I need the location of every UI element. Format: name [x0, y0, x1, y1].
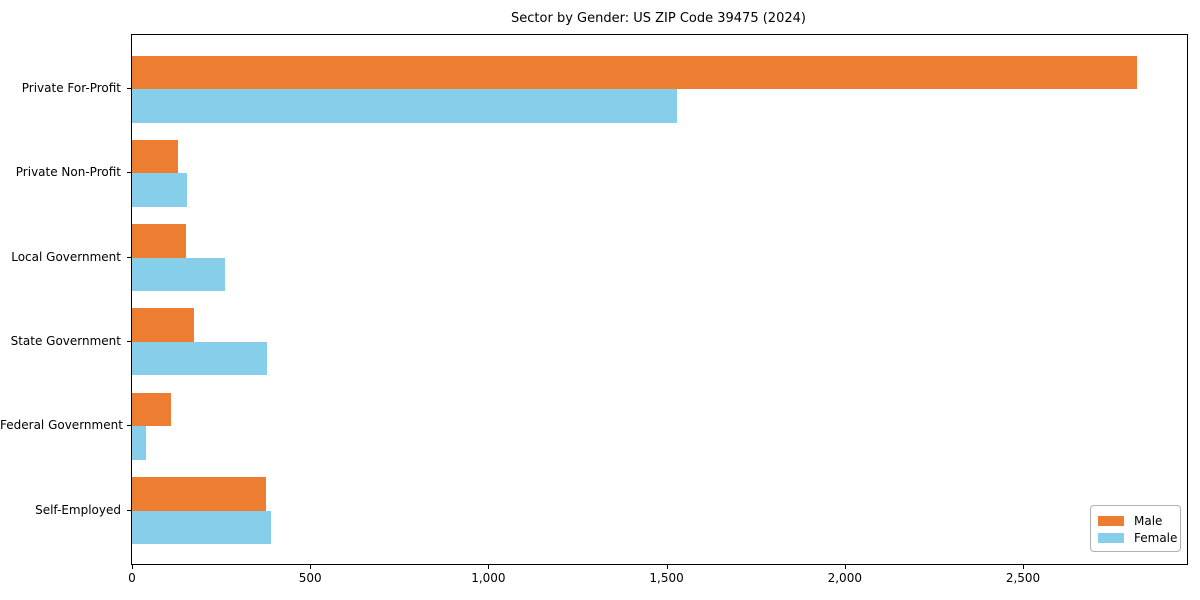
- plot-area: [131, 34, 1188, 565]
- y-axis-label-federal-government: Federal Government: [0, 418, 123, 433]
- x-tick-mark: [666, 565, 668, 569]
- y-axis-label-local-government: Local Government: [11, 249, 121, 264]
- bar-male-state-government: [132, 308, 195, 342]
- x-tick-label-0: 0: [128, 571, 136, 585]
- bar-female-state-government: [132, 341, 268, 376]
- y-axis-label-private-for-profit: Private For-Profit: [21, 81, 121, 95]
- legend-swatch-male: [1098, 515, 1124, 526]
- legend-item-female: Female: [1098, 529, 1180, 546]
- y-tick-mark: [127, 340, 131, 342]
- x-tick-mark: [488, 565, 490, 569]
- y-tick-mark: [127, 172, 131, 174]
- y-axis-label-private-non-profit: Private Non-Profit: [15, 165, 121, 180]
- y-axis-label-state-government: State Government: [10, 333, 121, 348]
- bar-female-private-non-profit: [132, 173, 188, 207]
- bar-female-self-employed: [132, 510, 271, 544]
- y-tick-mark: [127, 88, 131, 89]
- bar-male-federal-government: [132, 392, 172, 427]
- legend-label-female: Female: [1134, 530, 1178, 545]
- bar-male-private-for-profit: [132, 55, 1138, 89]
- bar-male-local-government: [132, 224, 186, 258]
- legend: Male Female: [1090, 505, 1181, 552]
- y-tick-mark: [127, 509, 131, 511]
- bar-male-self-employed: [132, 477, 266, 511]
- x-tick-label-2-000: 2,000: [827, 571, 862, 585]
- x-tick-mark: [1023, 565, 1024, 569]
- x-tick-mark: [844, 565, 846, 569]
- y-axis-label-self-employed: Self-Employed: [35, 502, 121, 517]
- x-tick-label-2-500: 2,500: [1005, 571, 1041, 585]
- legend-label-male: Male: [1134, 513, 1163, 528]
- bar-male-private-non-profit: [132, 139, 179, 174]
- chart-title: Sector by Gender: US ZIP Code 39475 (202…: [511, 11, 806, 26]
- bar-female-federal-government: [132, 426, 147, 460]
- legend-swatch-female: [1098, 532, 1124, 543]
- y-tick-mark: [127, 425, 131, 427]
- bar-female-private-for-profit: [132, 89, 678, 123]
- x-tick-label-1-000: 1,000: [471, 571, 506, 585]
- x-tick-label-1-500: 1,500: [649, 571, 684, 585]
- legend-item-male: Male: [1098, 512, 1180, 529]
- x-tick-mark: [132, 565, 133, 569]
- y-tick-mark: [127, 256, 131, 258]
- bar-female-local-government: [132, 257, 225, 292]
- x-tick-mark: [310, 565, 312, 569]
- x-tick-label-500: 500: [298, 571, 322, 585]
